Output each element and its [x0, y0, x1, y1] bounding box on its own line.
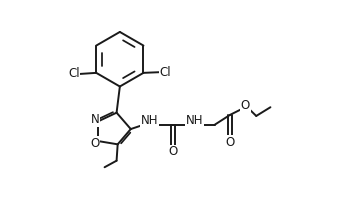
Text: Cl: Cl [68, 67, 80, 80]
Text: O: O [169, 145, 178, 158]
Text: N: N [91, 113, 99, 126]
Text: NH: NH [186, 114, 203, 127]
Text: O: O [241, 99, 250, 112]
Text: O: O [90, 137, 99, 150]
Text: O: O [225, 136, 235, 149]
Text: Cl: Cl [159, 66, 171, 79]
Text: NH: NH [141, 114, 158, 127]
